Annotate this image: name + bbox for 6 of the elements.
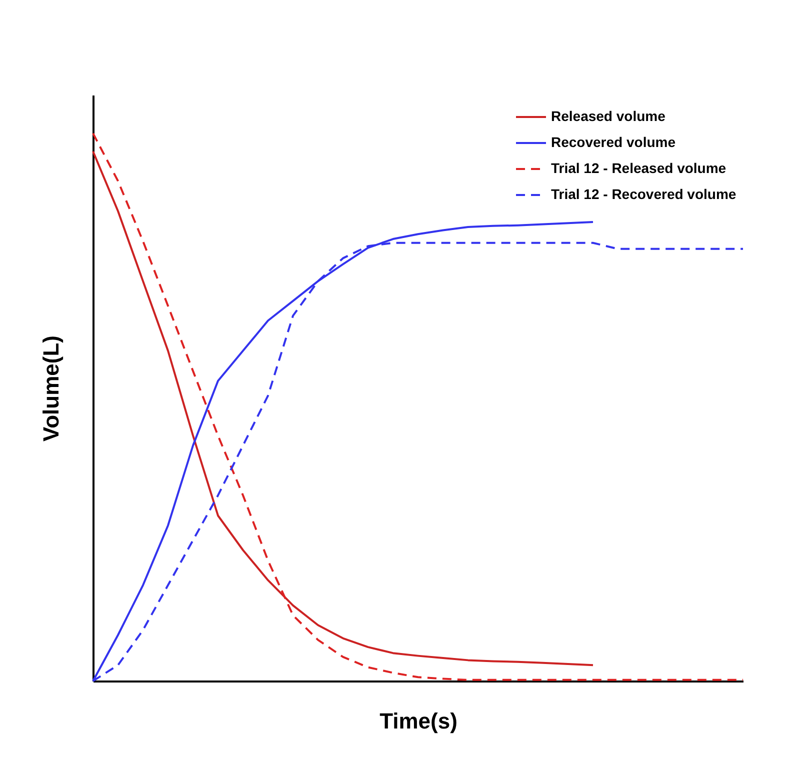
legend-label: Released volume <box>551 108 666 124</box>
x-axis-title: Time(s) <box>380 708 458 734</box>
y-axis-title: Volume(L) <box>38 336 64 442</box>
legend-label: Trial 12 - Released volume <box>551 160 726 176</box>
legend-label: Recovered volume <box>551 134 676 150</box>
legend-label: Trial 12 - Recovered volume <box>551 186 736 202</box>
